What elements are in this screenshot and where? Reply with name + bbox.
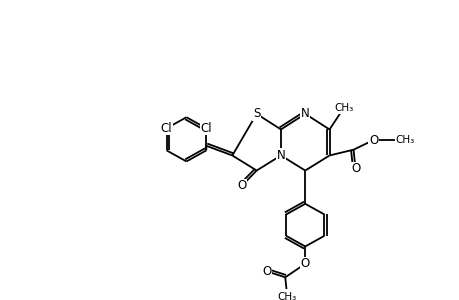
Text: Cl: Cl [200, 122, 212, 135]
Text: O: O [368, 134, 377, 147]
Text: CH₃: CH₃ [395, 135, 414, 145]
Text: N: N [300, 107, 309, 120]
Text: N: N [276, 149, 285, 162]
Text: Cl: Cl [160, 122, 172, 135]
Text: O: O [350, 162, 359, 176]
Text: CH₃: CH₃ [333, 103, 353, 113]
Text: O: O [262, 265, 271, 278]
Text: O: O [300, 257, 309, 270]
Text: O: O [236, 179, 246, 192]
Text: CH₃: CH₃ [277, 292, 296, 300]
Text: S: S [252, 107, 260, 120]
